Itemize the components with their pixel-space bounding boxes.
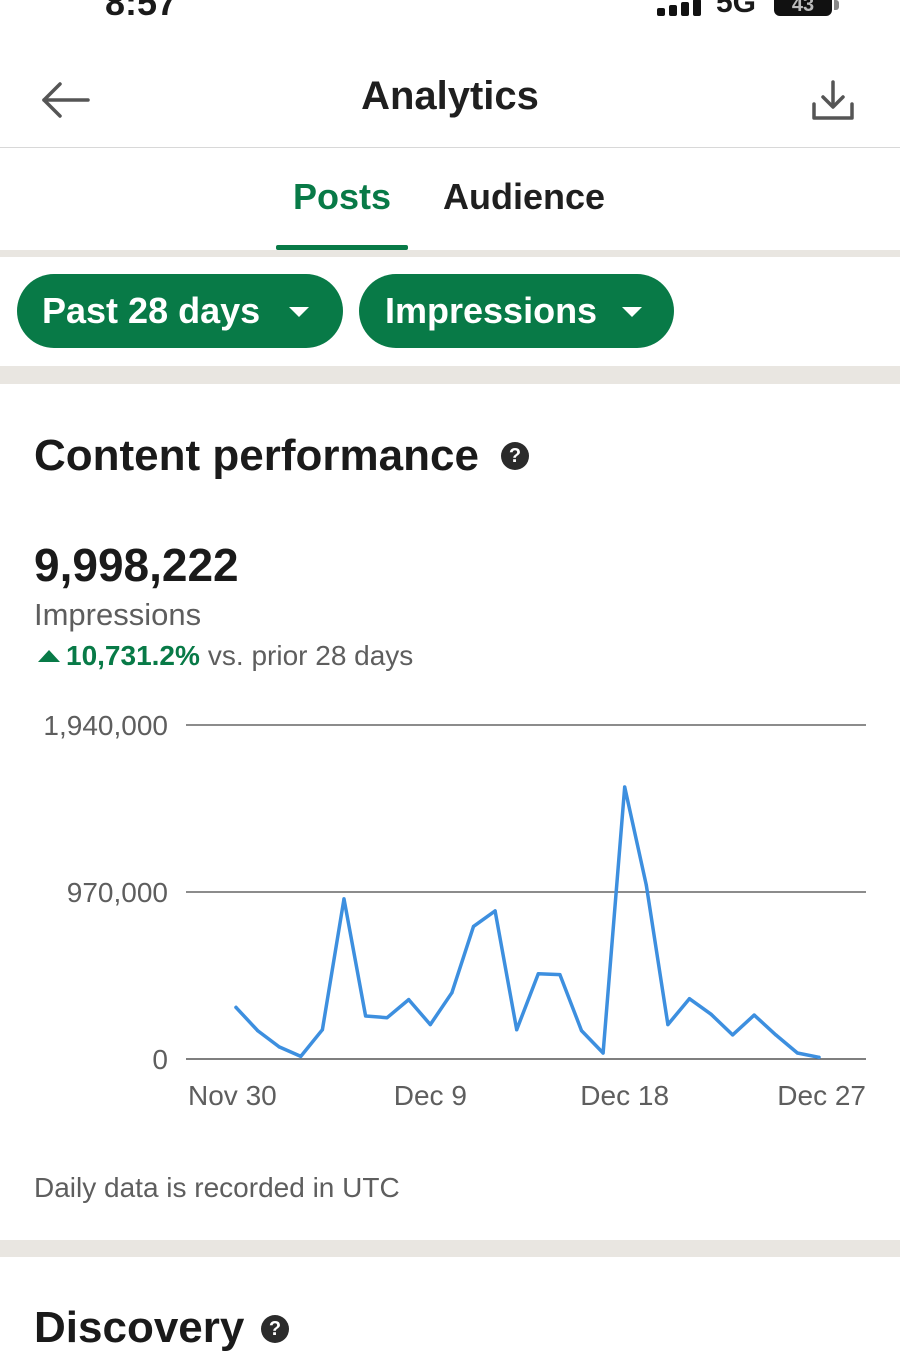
metric-label: Impressions — [34, 597, 202, 632]
data-point — [687, 997, 692, 1001]
data-point — [450, 991, 454, 995]
data-point — [558, 973, 562, 977]
metric-dropdown[interactable]: Impressions — [359, 274, 674, 348]
series-line — [234, 785, 821, 1060]
network-label: 5G — [716, 0, 757, 19]
data-point — [709, 1012, 713, 1016]
data-point — [601, 1051, 605, 1055]
data-point — [255, 1028, 260, 1033]
date-range-label: Past 28 days — [42, 290, 261, 331]
x-tick-label: Dec 9 — [394, 1080, 467, 1111]
top-app-bar: Analytics — [0, 52, 900, 148]
back-arrow-icon[interactable] — [38, 78, 94, 122]
change-percent: 10,731.2% — [66, 640, 200, 671]
status-time: 8:57 — [105, 0, 178, 23]
content-performance-title: Content performance — [34, 431, 479, 480]
status-bar: 8:57 5G 43 — [0, 0, 900, 40]
data-point — [385, 1016, 389, 1020]
impressions-line-chart: 1,940,000 970,000 0 Nov 30 Dec 9 Dec 18 Dec 27 — [43, 710, 866, 1111]
divider — [0, 250, 900, 257]
data-point — [666, 1022, 670, 1027]
data-point — [623, 785, 627, 789]
data-point — [731, 1033, 735, 1037]
discovery-title: Discovery — [34, 1303, 245, 1352]
tab-posts[interactable]: Posts — [292, 176, 392, 217]
chevron-down-icon — [622, 307, 642, 317]
battery-icon: 43 — [774, 0, 832, 16]
chevron-down-icon — [289, 307, 309, 317]
x-tick-label: Dec 27 — [777, 1080, 866, 1111]
section-divider — [0, 366, 900, 384]
data-point — [428, 1022, 432, 1027]
change-comparison-text: vs. prior 28 days — [207, 640, 414, 671]
y-tick-label: 970,000 — [67, 877, 168, 908]
data-point — [471, 924, 476, 929]
data-point — [277, 1045, 281, 1049]
date-range-dropdown[interactable]: Past 28 days — [17, 274, 343, 348]
tab-selected-indicator — [276, 245, 408, 250]
impressions-total: 9,998,222 — [34, 539, 239, 591]
change-indicator: 10,731.2% vs. prior 28 days — [38, 640, 413, 672]
data-point — [579, 1028, 584, 1033]
data-point — [493, 909, 497, 913]
help-icon[interactable]: ? — [501, 442, 529, 470]
utc-footnote: Daily data is recorded in UTC — [34, 1172, 400, 1203]
y-tick-label: 0 — [152, 1044, 168, 1075]
x-tick-label: Dec 18 — [580, 1080, 669, 1111]
data-point — [795, 1051, 800, 1055]
y-tick-label: 1,940,000 — [43, 710, 168, 741]
section-divider — [0, 1240, 900, 1257]
data-point — [515, 1028, 519, 1032]
data-point — [342, 897, 346, 901]
data-point — [644, 883, 648, 887]
data-point — [320, 1028, 324, 1032]
data-point — [407, 998, 411, 1002]
trend-up-icon — [38, 650, 60, 662]
help-icon[interactable]: ? — [261, 1315, 289, 1343]
battery-tip — [834, 0, 839, 10]
data-point — [774, 1033, 778, 1037]
analytics-tabs: Posts Audience — [0, 148, 900, 250]
download-icon[interactable] — [808, 76, 858, 126]
page-title: Analytics — [361, 74, 539, 118]
data-point — [752, 1013, 756, 1017]
signal-icon — [657, 0, 703, 18]
data-point — [817, 1055, 821, 1059]
data-point — [234, 1005, 238, 1009]
data-point — [363, 1014, 368, 1018]
data-point — [299, 1054, 303, 1059]
tab-audience[interactable]: Audience — [443, 176, 606, 217]
data-point — [536, 972, 540, 976]
metric-dropdown-label: Impressions — [385, 290, 598, 331]
x-tick-label: Nov 30 — [188, 1080, 277, 1111]
